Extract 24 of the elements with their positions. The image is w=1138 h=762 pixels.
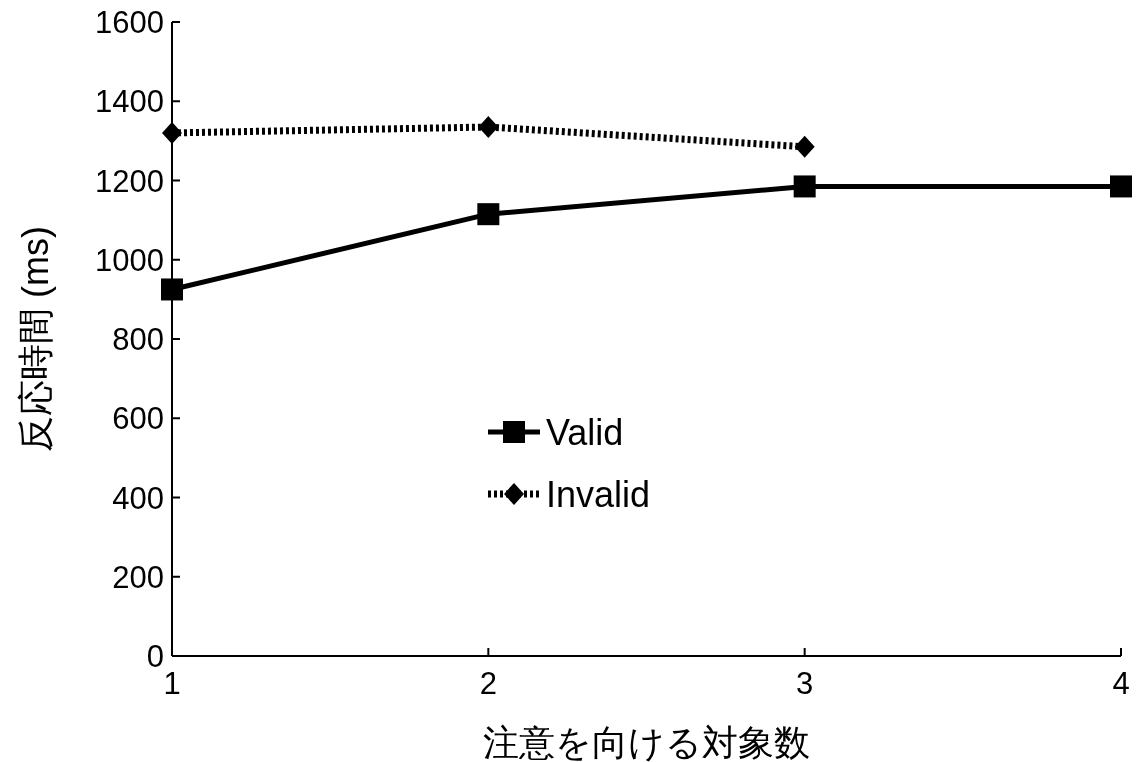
point bbox=[794, 135, 815, 158]
point bbox=[1110, 175, 1132, 198]
point bbox=[162, 121, 182, 144]
x-tick-label: 1 bbox=[163, 666, 181, 701]
y-tick-label: 800 bbox=[112, 322, 164, 357]
y-tick-label: 600 bbox=[112, 401, 164, 437]
point bbox=[161, 278, 183, 301]
point bbox=[478, 116, 499, 139]
x-tick-label: 4 bbox=[1112, 666, 1130, 701]
x-tick-label: 3 bbox=[796, 666, 814, 701]
x-axis-title: 注意を向ける対象数 bbox=[483, 722, 810, 762]
legend-label: Valid bbox=[546, 412, 624, 453]
y-tick-label: 1200 bbox=[95, 163, 164, 199]
y-tick-label: 1000 bbox=[95, 242, 164, 278]
y-tick-label: 0 bbox=[146, 639, 164, 674]
y-tick-label: 200 bbox=[112, 559, 164, 595]
point bbox=[793, 175, 816, 198]
x-tick-label: 2 bbox=[479, 666, 497, 701]
y-tick-label: 400 bbox=[112, 480, 164, 516]
y-axis-title: 反応時間 (ms) bbox=[15, 226, 56, 452]
legend-label: Invalid bbox=[546, 474, 651, 515]
point bbox=[477, 203, 500, 226]
y-tick-label: 1600 bbox=[95, 5, 164, 40]
y-tick-label: 1400 bbox=[95, 84, 164, 120]
